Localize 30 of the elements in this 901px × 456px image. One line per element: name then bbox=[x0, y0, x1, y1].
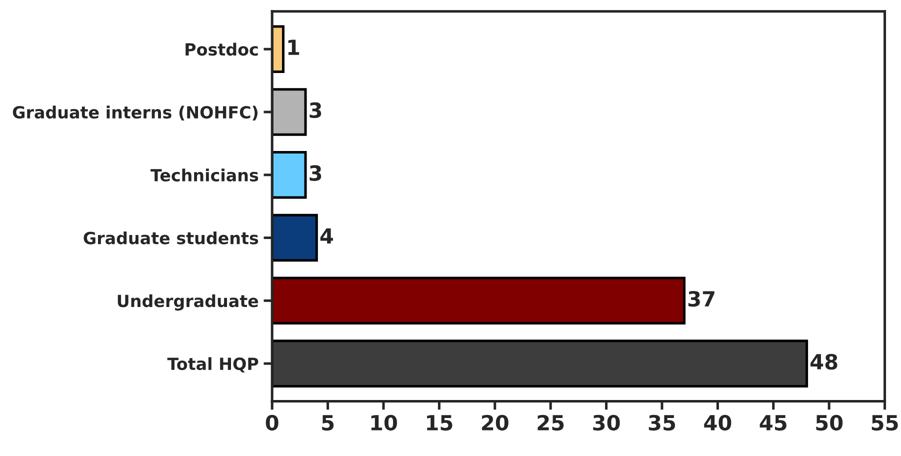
x-tick-label: 15 bbox=[427, 415, 452, 431]
y-tick-label: Postdoc bbox=[186, 42, 258, 56]
x-tick-label: 30 bbox=[593, 414, 620, 431]
bar bbox=[272, 214, 318, 262]
x-tick-label: 55 bbox=[872, 415, 898, 431]
bar bbox=[272, 276, 686, 325]
y-tick-label: Technicians bbox=[150, 168, 258, 182]
data-label: 48 bbox=[810, 354, 838, 370]
bar bbox=[272, 88, 307, 136]
y-tick-label: Graduate students bbox=[84, 231, 258, 244]
x-tick-label: 35 bbox=[648, 414, 676, 431]
x-tick-label: 5 bbox=[322, 415, 334, 431]
x-tick-label: 25 bbox=[538, 414, 564, 431]
x-tick-label: 0 bbox=[266, 414, 278, 431]
data-label: 3 bbox=[310, 102, 322, 118]
x-tick-label: 50 bbox=[816, 414, 843, 431]
x-tick-label: 45 bbox=[760, 415, 786, 431]
x-tick-label: 20 bbox=[482, 414, 508, 431]
data-label: 37 bbox=[688, 290, 714, 307]
bar bbox=[272, 151, 307, 199]
x-tick-label: 40 bbox=[704, 414, 732, 431]
y-tick-label: Graduate interns (NOHFC) bbox=[12, 106, 258, 121]
y-tick-label: Undergraduate bbox=[118, 294, 258, 311]
y-tick-label: Total HQP bbox=[167, 357, 258, 372]
data-label: 1 bbox=[288, 40, 300, 55]
data-label: 3 bbox=[310, 165, 322, 181]
bar bbox=[272, 25, 284, 74]
data-label: 4 bbox=[320, 228, 333, 244]
bar bbox=[272, 340, 808, 388]
x-tick-label: 10 bbox=[371, 414, 397, 431]
